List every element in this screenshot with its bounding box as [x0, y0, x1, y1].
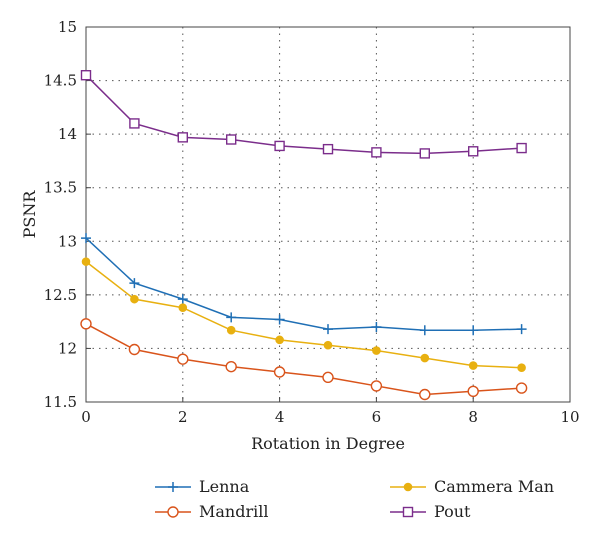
data-point-mandrill — [225, 360, 237, 373]
data-point-cammera-man — [275, 335, 284, 345]
legend-marker — [168, 482, 178, 492]
x-tick-label: 10 — [560, 408, 579, 426]
data-point-mandrill — [419, 388, 431, 401]
data-point-cammera-man — [226, 325, 236, 335]
y-tick-label: 14 — [58, 125, 77, 143]
x-tick-label: 6 — [372, 408, 382, 426]
x-tick-label: 4 — [275, 408, 285, 426]
data-point-mandrill — [370, 380, 383, 392]
legend-item-cammera-man: Cammera Man — [390, 477, 554, 496]
data-point-pout — [419, 148, 430, 159]
data-point-pout — [80, 70, 92, 81]
plot-frame — [85, 26, 571, 403]
data-point-pout — [468, 146, 479, 157]
data-point-pout — [516, 142, 527, 154]
data-point-cammera-man — [323, 340, 333, 350]
data-point-mandrill — [177, 353, 189, 365]
y-tick-label: 13.5 — [44, 179, 77, 197]
data-point-mandrill — [80, 318, 92, 330]
y-tick-label: 13 — [58, 232, 77, 250]
data-point-lenna — [81, 233, 91, 244]
data-point-mandrill — [322, 371, 334, 384]
series-cammera-man — [81, 257, 526, 373]
data-point-mandrill — [273, 366, 286, 378]
legend-marker — [402, 506, 414, 518]
y-tick-label: 12.5 — [44, 286, 77, 304]
legend-marker — [403, 482, 413, 492]
data-point-lenna — [129, 278, 140, 289]
legend-marker — [167, 506, 179, 518]
data-point-cammera-man — [517, 363, 526, 373]
series-line-pout — [85, 74, 522, 155]
series-pout — [80, 70, 527, 159]
data-point-lenna — [323, 324, 333, 335]
legend-item-pout: Pout — [390, 502, 471, 521]
legend-item-mandrill: Mandrill — [155, 502, 268, 521]
x-tick-label: 0 — [81, 408, 91, 426]
data-point-cammera-man — [420, 353, 430, 363]
data-point-pout — [371, 147, 382, 158]
legend-label: Cammera Man — [434, 477, 554, 496]
data-point-cammera-man — [372, 346, 381, 355]
series-line-cammera-man — [85, 261, 522, 369]
data-point-pout — [225, 134, 237, 145]
series-lenna — [81, 233, 527, 336]
legend: Lenna Cammera Man Mandrill Pout — [155, 477, 554, 521]
data-point-lenna — [274, 314, 285, 325]
y-tick-label: 11.5 — [44, 393, 77, 411]
series-mandrill — [80, 318, 528, 401]
x-tick-label: 8 — [468, 408, 478, 426]
x-tick-label: 2 — [178, 408, 188, 426]
data-point-lenna — [177, 294, 188, 305]
legend-item-lenna: Lenna — [155, 477, 250, 496]
y-tick-label: 15 — [58, 18, 77, 36]
data-point-lenna — [419, 325, 430, 336]
data-point-mandrill — [515, 382, 528, 394]
data-point-cammera-man — [81, 257, 91, 266]
legend-label: Pout — [434, 502, 471, 521]
data-point-lenna — [468, 325, 479, 336]
data-point-pout — [274, 140, 285, 152]
series-line-mandrill — [85, 323, 522, 396]
data-point-lenna — [516, 324, 527, 335]
data-point-mandrill — [128, 343, 141, 356]
data-point-lenna — [226, 312, 237, 323]
y-tick-label: 12 — [58, 339, 77, 357]
y-axis-label: PSNR — [20, 190, 39, 239]
data-point-pout — [322, 143, 334, 155]
data-point-cammera-man — [468, 361, 478, 370]
legend-label: Lenna — [199, 477, 250, 496]
data-point-pout — [177, 132, 189, 143]
series-layer — [80, 70, 528, 401]
legend-label: Mandrill — [199, 502, 268, 521]
data-point-mandrill — [467, 385, 479, 397]
tick-layer: 0 2 4 6 8 10 11.5 12 12.5 13 13.5 14 14.5 15 — [44, 18, 580, 426]
series-line-lenna — [85, 237, 522, 331]
data-point-pout — [129, 118, 140, 129]
y-tick-label: 14.5 — [44, 72, 77, 90]
data-point-cammera-man — [178, 303, 188, 313]
x-axis-label: Rotation in Degree — [251, 434, 405, 453]
data-point-cammera-man — [130, 294, 139, 304]
data-point-lenna — [371, 322, 382, 332]
